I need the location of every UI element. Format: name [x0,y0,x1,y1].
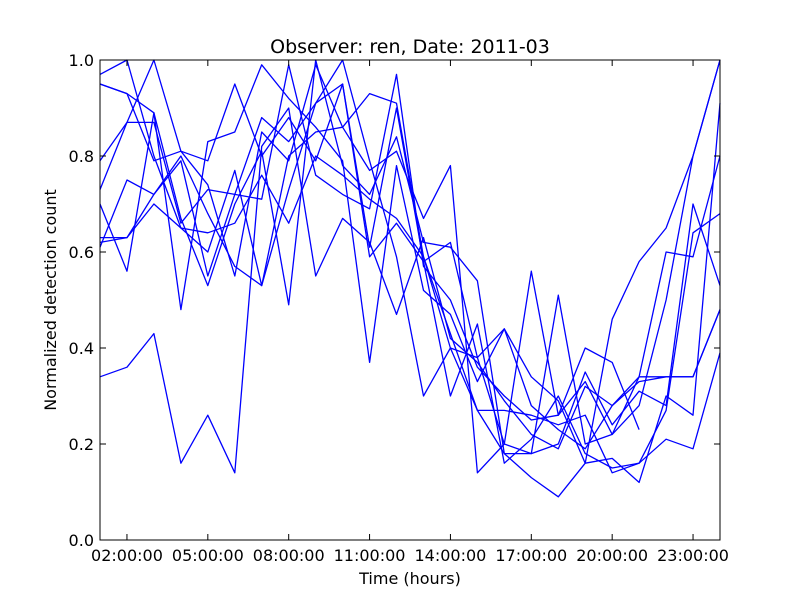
series-lines [99,59,721,498]
y-tick-label: 0.4 [69,339,94,358]
series-line-10 [100,92,721,474]
y-tick-label: 0.8 [69,147,94,166]
series-line-2 [99,59,721,455]
x-tick-label: 11:00:00 [334,546,406,565]
series-line-6 [99,59,721,455]
y-tick-label: 0.2 [69,435,94,454]
series-line-1 [99,83,721,450]
series-line-5 [99,59,721,474]
y-tick-label: 0.6 [69,243,94,262]
x-tick-label: 23:00:00 [657,546,729,565]
series-line-7 [99,59,721,464]
x-tick-label: 02:00:00 [91,546,163,565]
chart-title: Observer: ren, Date: 2011-03 [270,36,550,58]
y-axis-ticks: 0.0 0.2 0.4 0.6 0.8 1.0 [69,51,720,550]
plot-frame [99,59,721,541]
y-axis-label: Normalized detection count [41,189,60,411]
x-tick-label: 20:00:00 [576,546,648,565]
series-line-4 [99,107,721,474]
x-tick-label: 05:00:00 [172,546,244,565]
y-tick-label: 1.0 [69,51,94,70]
series-line-9 [99,83,721,469]
y-tick-label: 0.0 [69,531,94,550]
x-axis-label: Time (hours) [358,569,461,588]
x-tick-label: 08:00:00 [253,546,325,565]
x-tick-label: 17:00:00 [495,546,567,565]
series-line-3 [99,64,640,430]
x-axis-ticks: 02:00:00 05:00:00 08:00:00 11:00:00 14:00:00… [91,60,729,565]
x-tick-label: 14:00:00 [415,546,487,565]
series-line-8 [99,59,721,498]
